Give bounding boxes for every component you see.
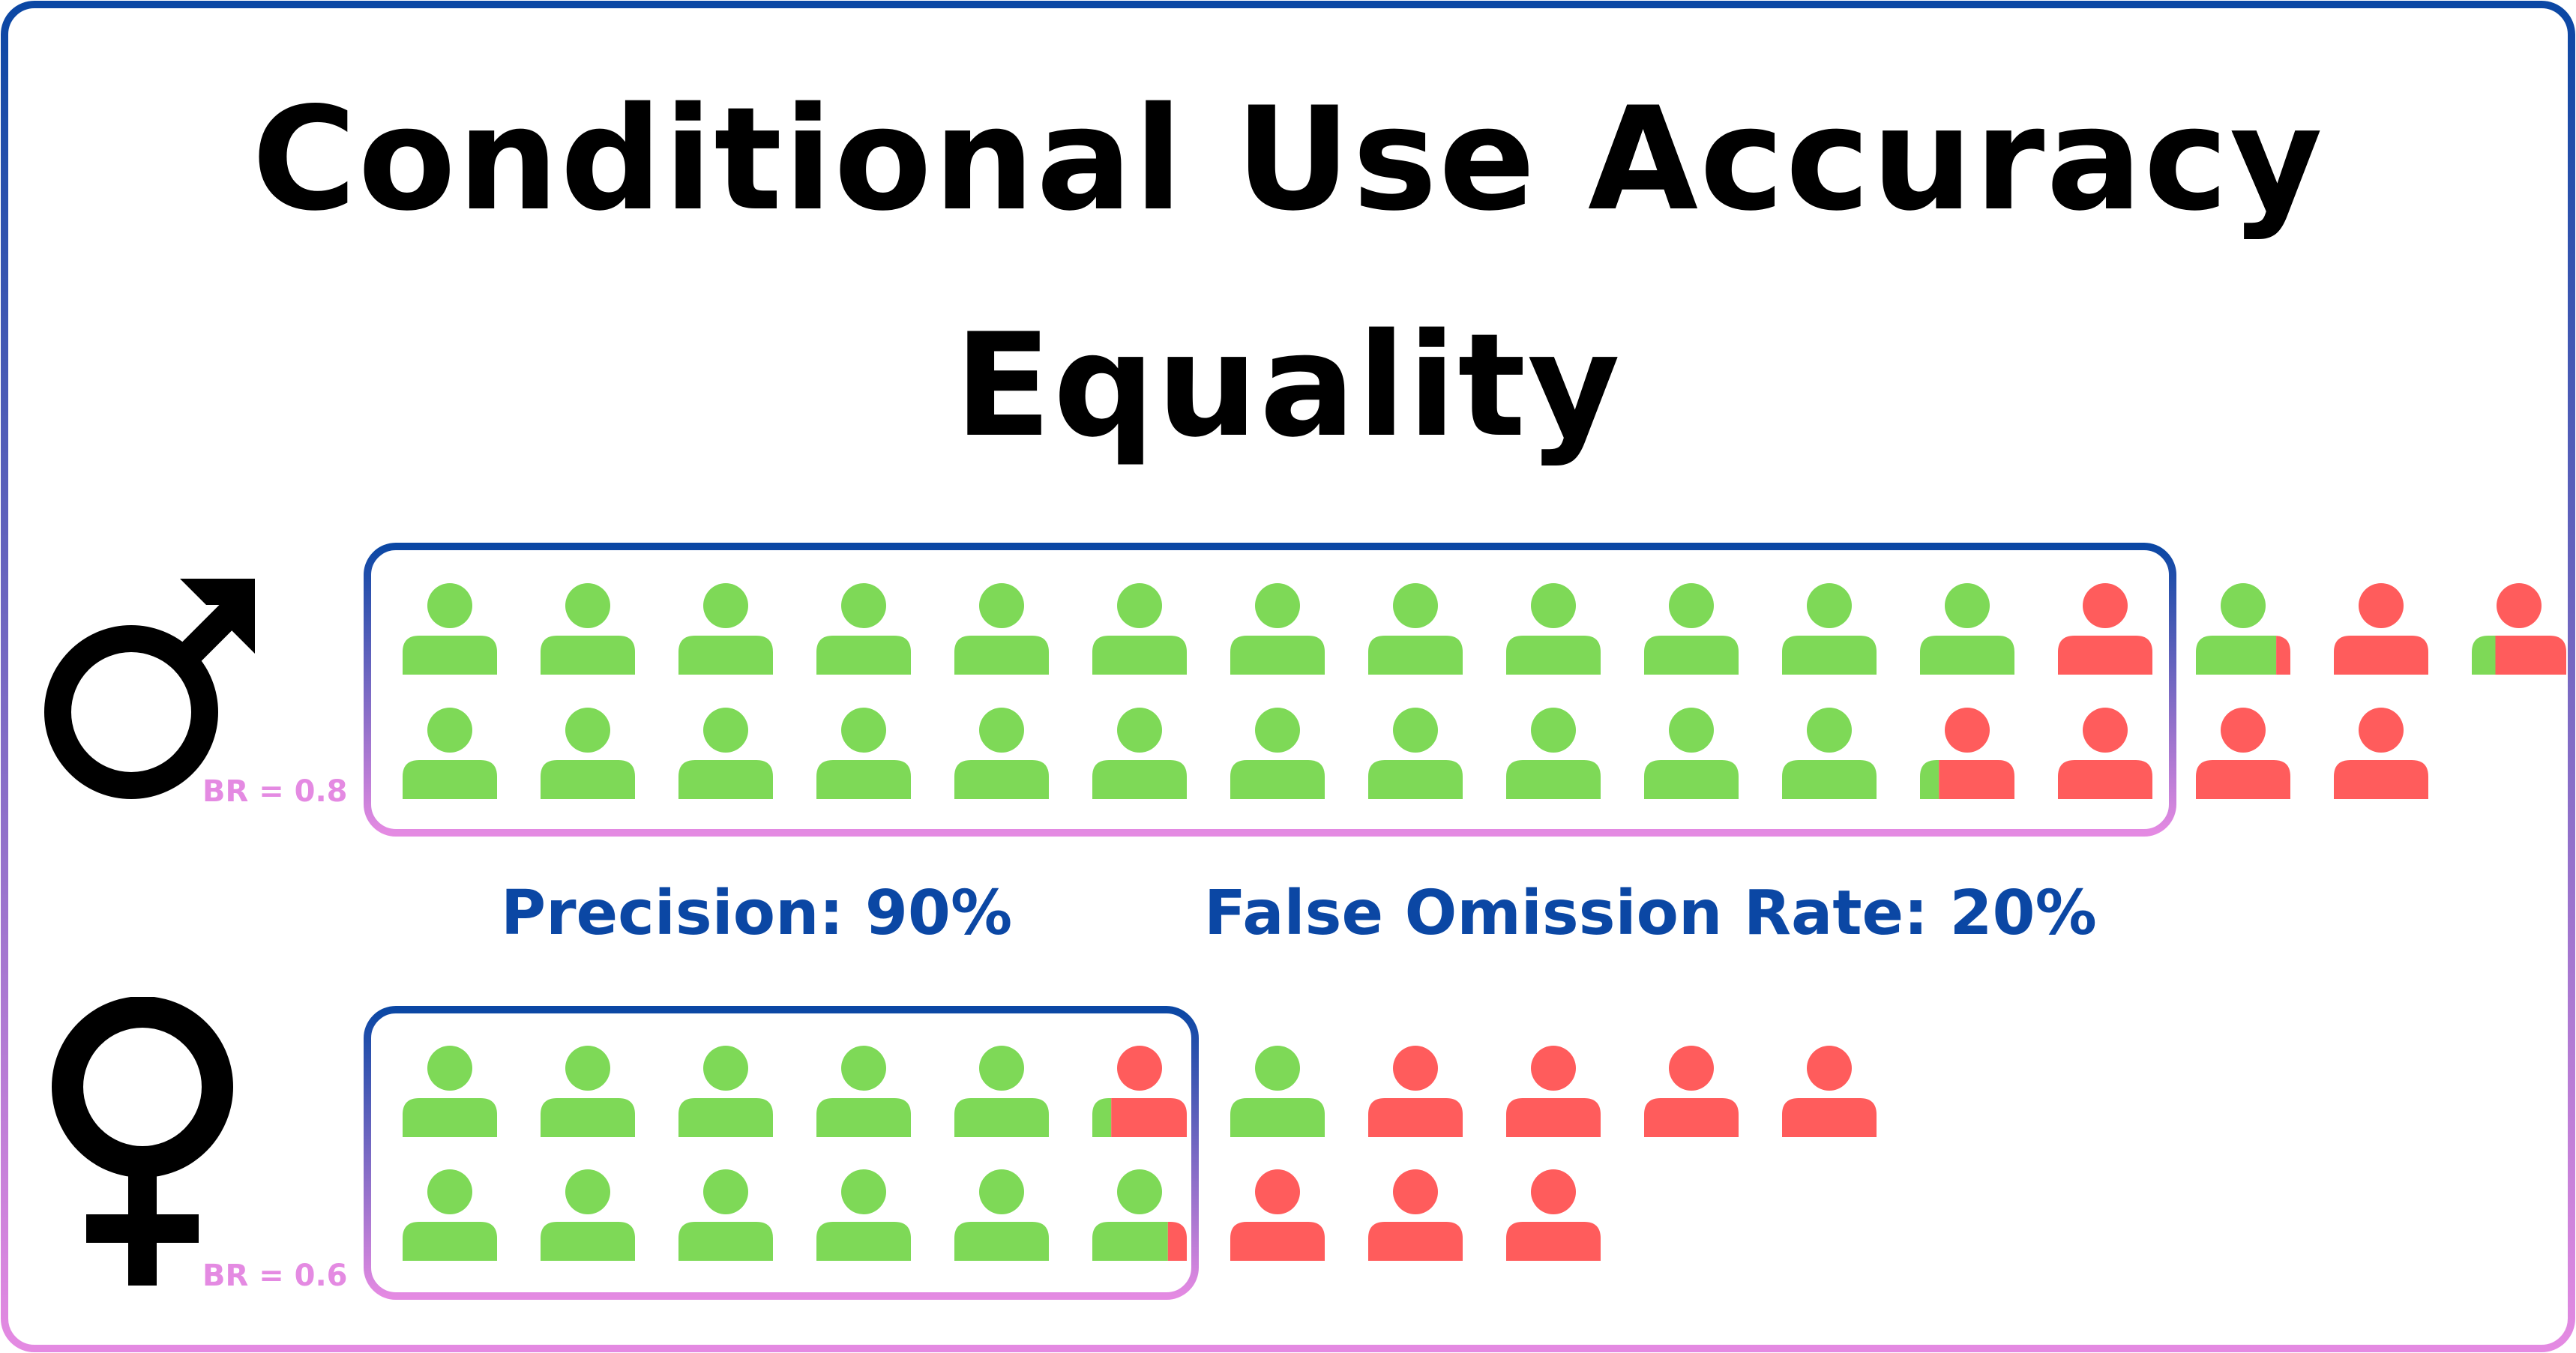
person-icon — [1506, 1046, 1601, 1137]
person-icon — [1506, 1169, 1601, 1261]
person-icon — [1368, 1169, 1463, 1261]
person-icon — [2196, 583, 2290, 675]
person-icon — [1782, 583, 1877, 675]
person-icon — [1782, 1046, 1877, 1137]
person-icon — [1506, 708, 1601, 799]
person-icon — [2196, 708, 2290, 799]
person-icon — [954, 583, 1049, 675]
person-icon — [1092, 583, 1187, 675]
person-icon — [1230, 583, 1325, 675]
person-icon — [403, 583, 497, 675]
person-icon — [2334, 708, 2428, 799]
person-icon — [1644, 1046, 1739, 1137]
person-icon — [1920, 708, 2014, 799]
person-icon — [1092, 1046, 1187, 1137]
person-icon — [2334, 583, 2428, 675]
person-icon — [816, 583, 911, 675]
person-icon — [678, 1046, 773, 1137]
person-icon — [541, 708, 635, 799]
person-icon — [403, 1046, 497, 1137]
person-icon — [678, 583, 773, 675]
person-icon — [541, 1046, 635, 1137]
person-icon — [816, 1046, 911, 1137]
page-title-line-2: Equality — [954, 303, 1622, 468]
male-base-rate-label: BR = 0.8 — [202, 774, 348, 809]
person-icon — [1230, 1046, 1325, 1137]
person-icon — [954, 708, 1049, 799]
male-positive-prediction-box — [364, 543, 2176, 837]
person-icon — [954, 1169, 1049, 1261]
person-icon — [1368, 583, 1463, 675]
person-icon — [816, 1169, 911, 1261]
male-symbol-icon — [44, 579, 255, 799]
person-icon — [816, 708, 911, 799]
person-icon — [403, 1169, 497, 1261]
female-base-rate-label: BR = 0.6 — [202, 1259, 348, 1293]
person-icon — [678, 708, 773, 799]
person-icon — [2058, 583, 2152, 675]
person-icon — [1506, 583, 1601, 675]
person-icon — [1368, 1046, 1463, 1137]
false-omission-rate-metric: False Omission Rate: 20% — [1204, 878, 2097, 949]
person-icon — [2472, 583, 2566, 675]
female-positive-prediction-box — [364, 1006, 1199, 1300]
person-icon — [954, 1046, 1049, 1137]
person-icon — [541, 1169, 635, 1261]
person-icon — [1092, 708, 1187, 799]
person-icon — [1920, 583, 2014, 675]
person-icon — [403, 708, 497, 799]
person-icon — [541, 583, 635, 675]
person-icon — [1368, 708, 1463, 799]
precision-metric: Precision: 90% — [501, 878, 1013, 949]
female-symbol-icon — [52, 997, 233, 1286]
person-icon — [1230, 708, 1325, 799]
page-title-line-1: Conditional Use Accuracy — [252, 76, 2324, 242]
person-icon — [1644, 708, 1739, 799]
person-icon — [1230, 1169, 1325, 1261]
person-icon — [1782, 708, 1877, 799]
person-icon — [1644, 583, 1739, 675]
person-icon — [2058, 708, 2152, 799]
person-icon — [1092, 1169, 1187, 1261]
person-icon — [678, 1169, 773, 1261]
